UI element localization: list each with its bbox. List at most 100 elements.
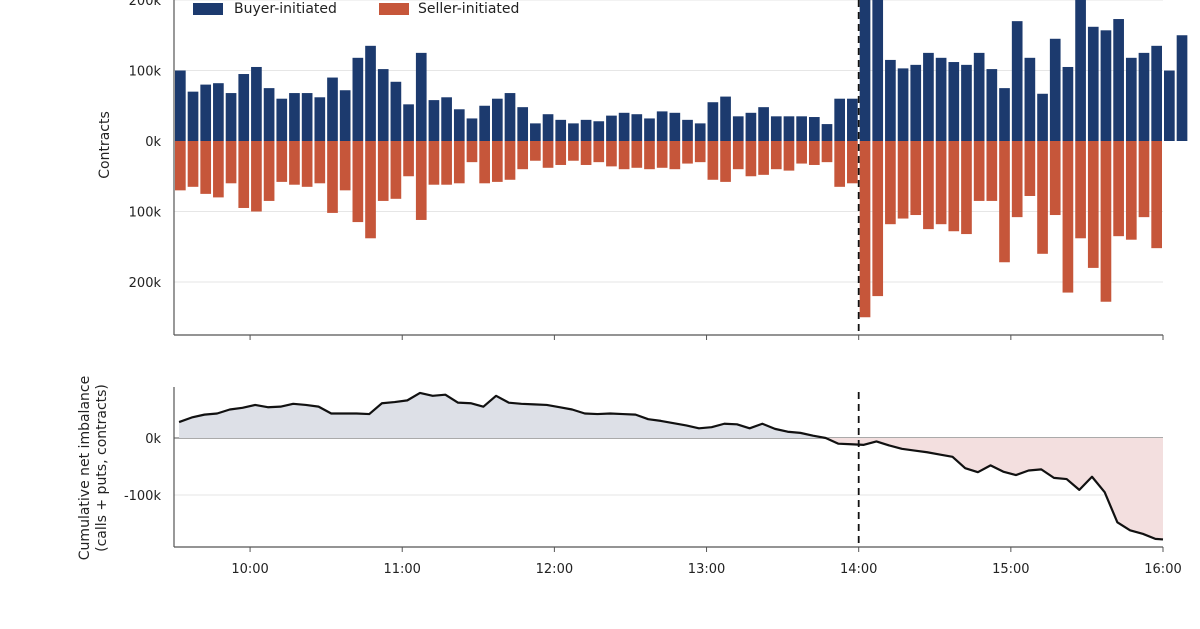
- seller-bar: [885, 141, 896, 225]
- seller-bar: [682, 141, 693, 164]
- seller-bar: [339, 141, 351, 191]
- buyer-bar: [859, 0, 871, 141]
- buyer-bar: [821, 124, 833, 141]
- seller-bar: [669, 141, 681, 170]
- seller-bar: [377, 141, 389, 201]
- seller-bar: [390, 141, 402, 199]
- seller-bar: [555, 141, 567, 165]
- seller-bar: [1075, 141, 1086, 239]
- seller-bar: [1087, 141, 1099, 268]
- seller-bar: [276, 141, 288, 182]
- bottom-y-axis-label-line: Cumulative net imbalance: [77, 376, 93, 560]
- seller-bar: [580, 141, 592, 165]
- seller-bar: [314, 141, 326, 184]
- buyer-bar: [403, 104, 414, 141]
- buyer-bar: [1100, 30, 1112, 141]
- buyer-bar: [910, 64, 922, 141]
- x-tick-label: 13:00: [688, 562, 725, 577]
- buyer-bar: [504, 93, 516, 141]
- seller-bar: [847, 141, 858, 184]
- bottom-y-axis-label: Cumulative net imbalance(calls + puts, c…: [77, 376, 110, 560]
- buyer-bar: [656, 111, 668, 141]
- buyer-bar: [187, 91, 199, 141]
- seller-bar: [1011, 141, 1023, 218]
- buyer-bar: [948, 62, 960, 141]
- buyer-bar: [1024, 57, 1036, 142]
- buyer-bar: [466, 118, 478, 141]
- seller-bar: [973, 141, 985, 201]
- seller-bar: [707, 141, 719, 180]
- seller-bar: [504, 141, 516, 180]
- seller-bar: [200, 141, 212, 194]
- buyer-bar: [289, 93, 300, 141]
- buyer-bar: [872, 0, 884, 141]
- bar-chart-buyer-seller-contracts: 200k 100k 0k 100k 200k Contracts Buyer-initi…: [97, 0, 1188, 340]
- buyer-bar: [923, 52, 934, 141]
- buyer-bar: [885, 59, 896, 141]
- bottom-area-fill: [179, 392, 1163, 540]
- seller-bar: [948, 141, 960, 232]
- seller-bar: [175, 141, 186, 191]
- buyer-bar: [618, 112, 630, 141]
- buyer-bar: [200, 84, 212, 141]
- seller-bar: [935, 141, 947, 225]
- seller-bar: [225, 141, 237, 184]
- buyer-bar: [834, 98, 846, 141]
- seller-bar: [491, 141, 503, 182]
- seller-bar: [897, 141, 909, 219]
- buyer-bar: [783, 116, 795, 141]
- seller-bar: [859, 141, 871, 318]
- seller-bar: [1113, 141, 1124, 237]
- legend-swatch-buyer: [193, 3, 223, 15]
- area-chart-cumulative-net-imbalance: 0k -100k 10:00 11:00 12:00 13:00 14:00 15:00 16…: [77, 376, 1182, 577]
- seller-bar: [479, 141, 490, 184]
- seller-bar: [808, 141, 820, 165]
- bottom-y-tick-label: 0k: [145, 432, 161, 447]
- seller-bar: [872, 141, 884, 297]
- bottom-y-axis-label-line: (calls + puts, contracts): [94, 384, 110, 552]
- buyer-bar: [808, 117, 820, 141]
- seller-bar: [289, 141, 300, 185]
- buyer-bar: [175, 70, 186, 141]
- seller-bar: [631, 141, 643, 168]
- buyer-bar: [682, 119, 693, 141]
- x-tick-label: 12:00: [536, 562, 573, 577]
- x-tick-label: 10:00: [231, 562, 268, 577]
- buyer-bar: [213, 83, 224, 141]
- buyer-bar: [1049, 38, 1061, 141]
- buyer-bar: [453, 109, 465, 141]
- buyer-bar: [897, 68, 909, 141]
- top-y-axis-label: Contracts: [97, 111, 113, 179]
- seller-bar: [999, 141, 1010, 263]
- top-y-tick-label: 100k: [129, 206, 162, 221]
- seller-bar: [542, 141, 554, 168]
- top-axes: [173, 0, 1164, 340]
- buyer-bar: [935, 57, 947, 142]
- buyer-bar: [390, 81, 402, 141]
- buyer-bar: [517, 107, 529, 141]
- seller-bar: [1125, 141, 1137, 240]
- buyer-bar: [631, 114, 643, 141]
- buyer-bar: [669, 112, 681, 141]
- buyer-bar: [796, 116, 807, 141]
- buyer-bar: [1011, 21, 1023, 141]
- buyer-bar: [973, 52, 985, 141]
- x-tick-label: 14:00: [840, 562, 877, 577]
- seller-bar: [745, 141, 757, 177]
- seller-bar: [770, 141, 782, 170]
- seller-bar: [187, 141, 199, 187]
- buyer-bar: [1125, 57, 1137, 142]
- seller-bar: [327, 141, 338, 213]
- cumulative-line: [178, 391, 1164, 541]
- seller-bar: [961, 141, 972, 235]
- buyer-bar: [377, 69, 389, 141]
- top-y-tick-label: 200k: [129, 276, 162, 291]
- seller-bar: [530, 141, 541, 161]
- top-y-tick-labels: 200k 100k 0k 100k 200k: [129, 0, 162, 291]
- seller-bar: [213, 141, 224, 198]
- buyer-bar: [568, 123, 579, 141]
- bottom-axes: [173, 387, 1164, 552]
- buyer-bar: [1164, 70, 1175, 141]
- seller-bar: [466, 141, 478, 163]
